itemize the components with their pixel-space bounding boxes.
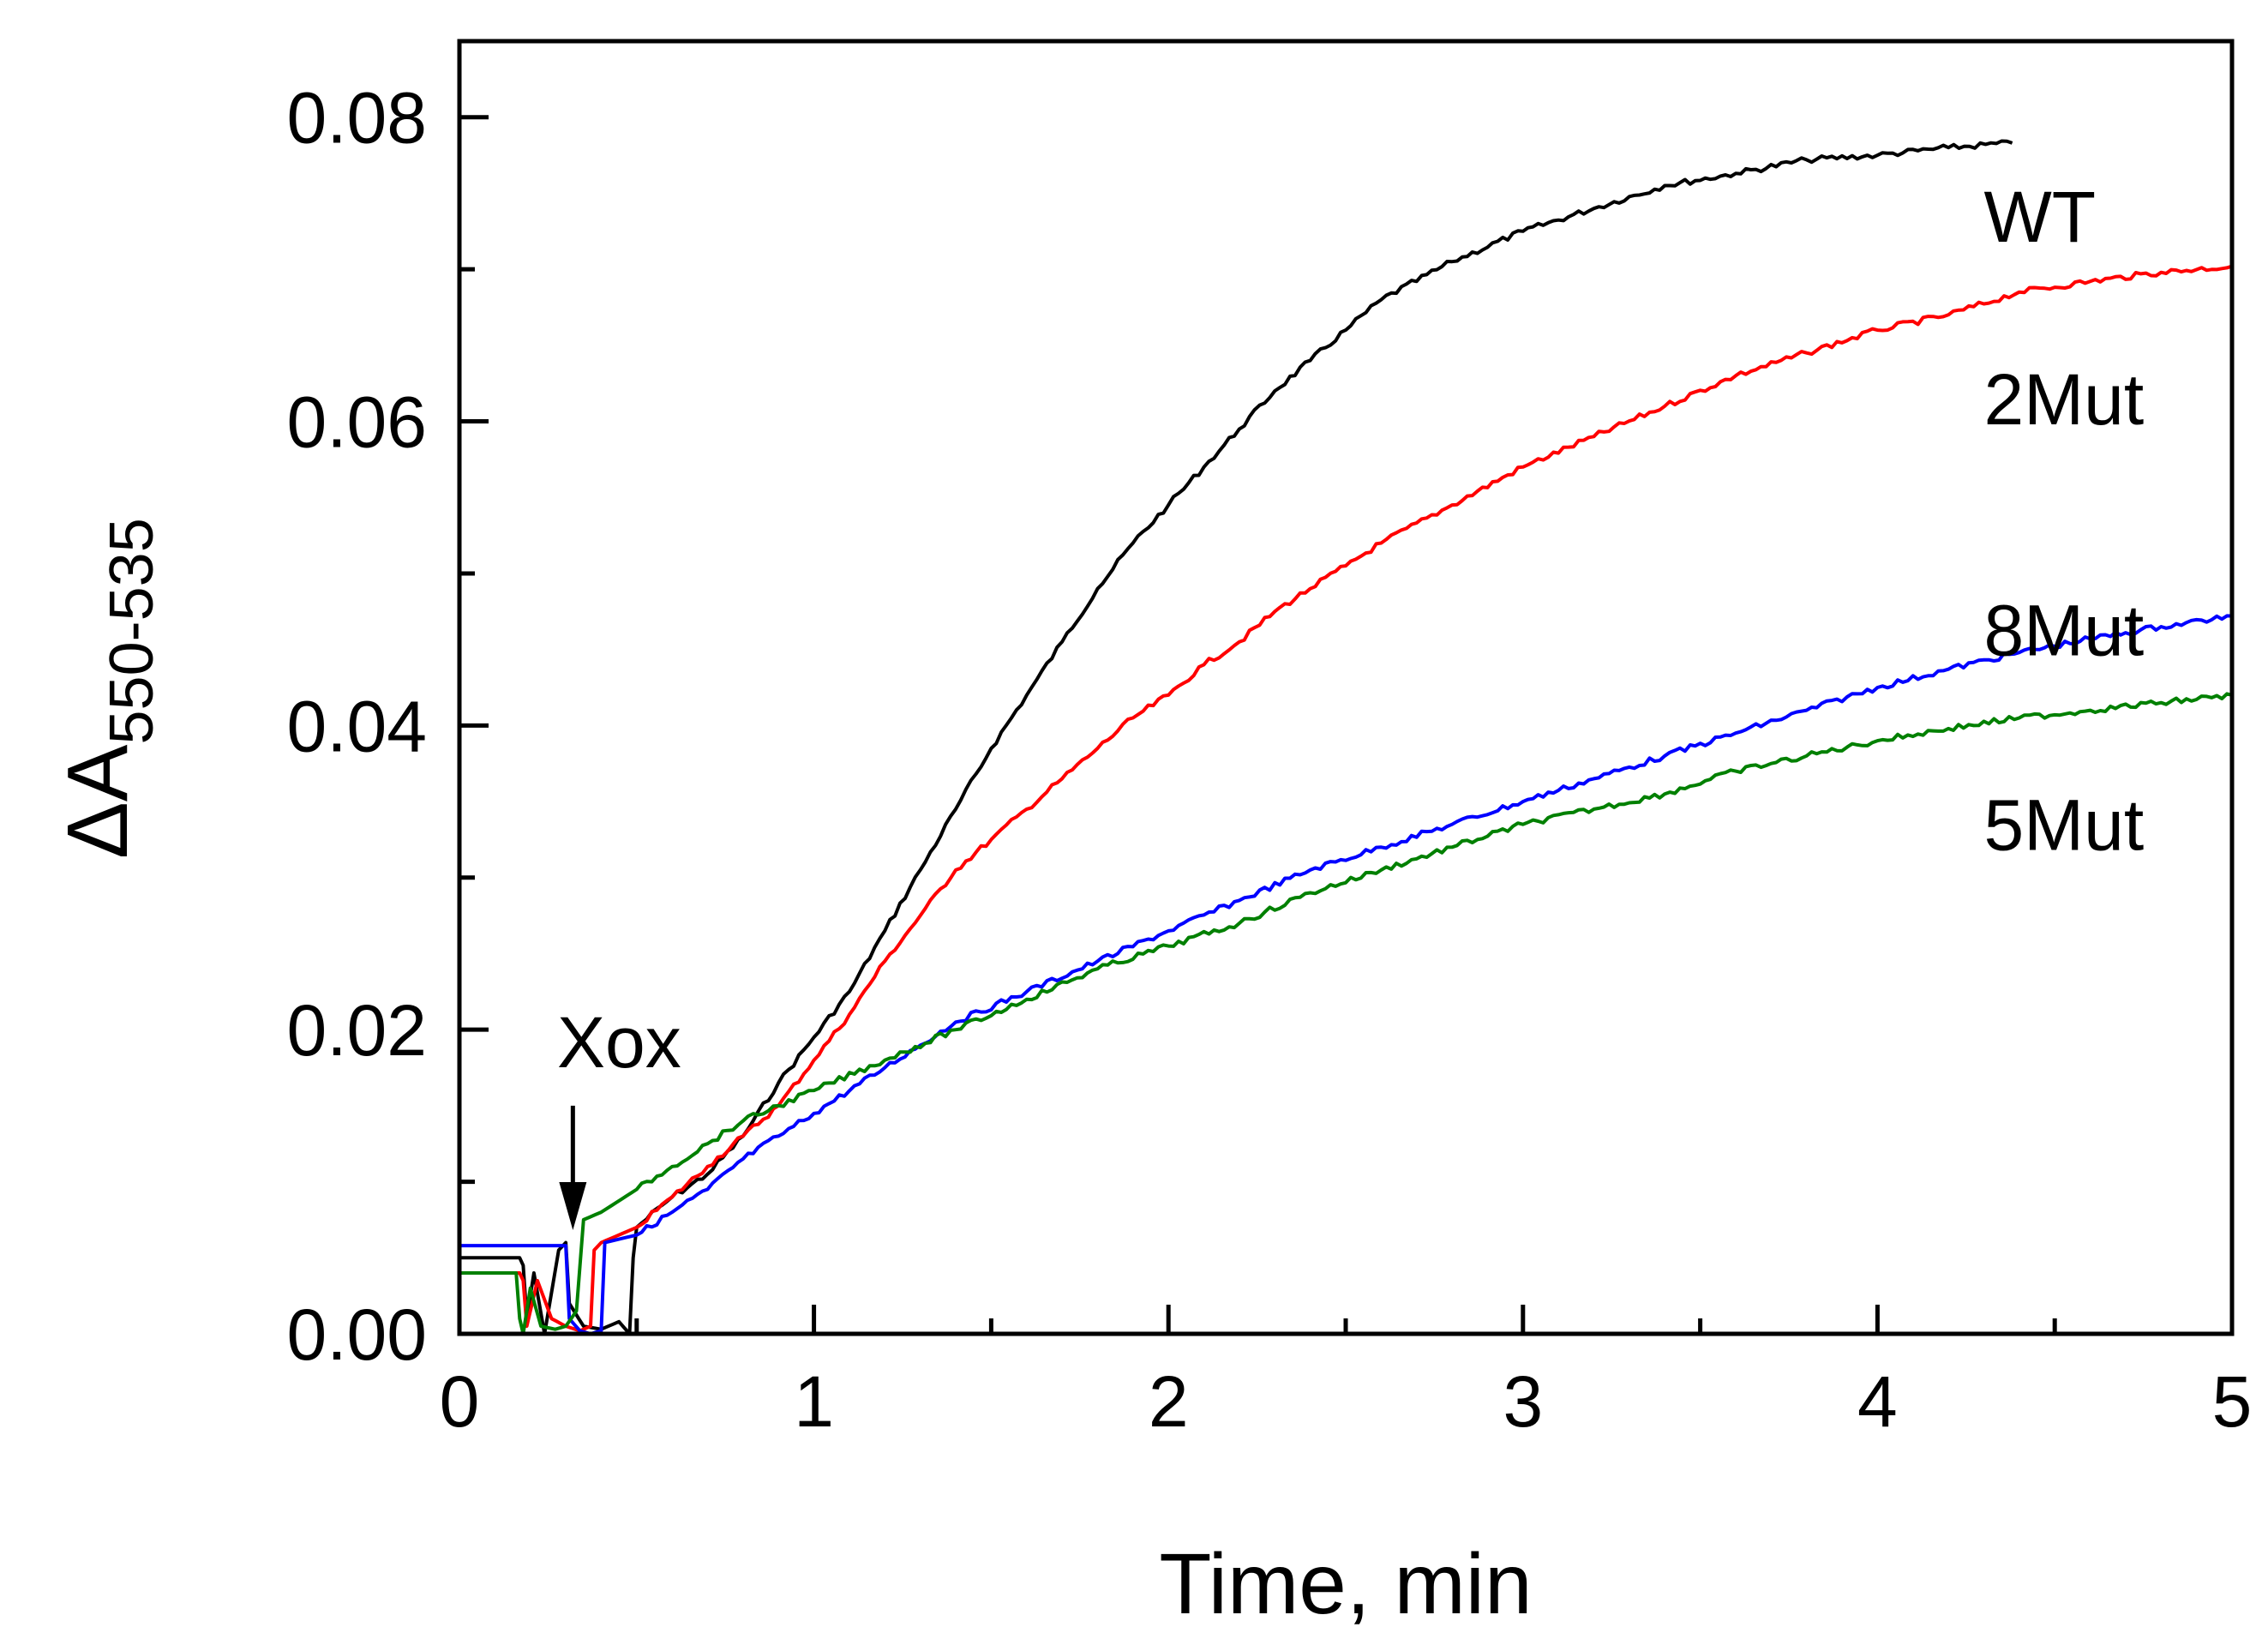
series-line-5mut — [459, 692, 2233, 1336]
xox-arrow-head — [559, 1181, 587, 1230]
y-tick-label: 0.04 — [287, 686, 428, 766]
series-line-2mut — [459, 264, 2233, 1333]
x-tick-label: 5 — [2212, 1361, 2253, 1442]
series-label-5mut: 5Mut — [1983, 785, 2144, 866]
series-label-8mut: 8Mut — [1983, 591, 2144, 671]
y-tick-label: 0.00 — [287, 1294, 428, 1375]
x-tick-label: 3 — [1503, 1361, 1543, 1442]
series-label-wt: WT — [1983, 177, 2096, 257]
x-tick-label: 2 — [1149, 1361, 1189, 1442]
y-axis-title-main: ΔA — [50, 744, 146, 859]
xox-annotation: Xox — [557, 1002, 681, 1230]
series-line-wt — [459, 139, 2013, 1336]
y-axis-title: ΔA550-535 — [50, 518, 166, 859]
y-axis-title-subscript: 550-535 — [98, 518, 166, 744]
series-layer — [459, 139, 2233, 1336]
y-tick-label: 0.06 — [287, 382, 428, 463]
xox-label: Xox — [557, 1002, 681, 1083]
y-tick-label: 0.02 — [287, 990, 428, 1071]
y-tick-label: 0.08 — [287, 78, 428, 159]
labels-layer: WT 2Mut 8Mut 5Mut — [1983, 177, 2144, 866]
series-line-8mut — [459, 614, 2233, 1336]
plot-frame — [457, 39, 2235, 1336]
series-label-2mut: 2Mut — [1983, 359, 2144, 440]
ticks-layer: 0 1 2 3 4 5 0.00 0.02 0.04 0.06 0.08 — [287, 78, 2253, 1442]
x-tick-label: 4 — [1857, 1361, 1898, 1442]
x-tick-label: 1 — [794, 1361, 834, 1442]
x-axis-title: Time, min — [1159, 1536, 1532, 1632]
x-tick-label: 0 — [440, 1361, 480, 1442]
